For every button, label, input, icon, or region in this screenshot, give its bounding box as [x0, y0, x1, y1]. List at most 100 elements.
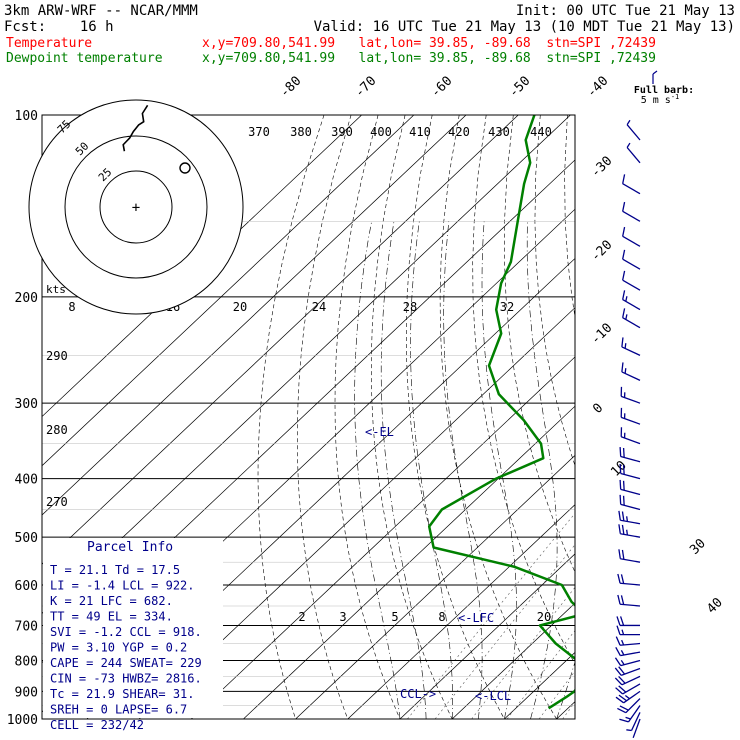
wind-barb-feather	[618, 666, 626, 675]
axis-tick-label: 28	[403, 300, 417, 314]
axis-tick-label: 24	[312, 300, 326, 314]
wind-barb-feather	[614, 667, 622, 676]
wind-barb-feather	[618, 524, 621, 534]
dewpoint-profile-line	[427, 115, 575, 710]
wind-barb	[621, 362, 641, 381]
legend-temperature-label: Temperature	[6, 36, 92, 51]
wind-barbs	[614, 119, 641, 739]
wind-barb-half-feather	[626, 142, 631, 148]
wind-barb-half-feather	[625, 314, 628, 320]
dry-adiabat-line	[472, 115, 575, 665]
storm-motion-marker	[179, 162, 191, 174]
wind-barb-feather	[618, 510, 621, 521]
axis-tick-label: 410	[409, 125, 431, 139]
axis-tick-label: 3	[339, 610, 346, 624]
wind-barb-half-feather	[624, 368, 627, 374]
wind-barb	[615, 690, 641, 704]
wind-barb-feather	[619, 479, 622, 490]
wind-barb-staff	[622, 235, 641, 247]
wind-barb	[615, 683, 641, 695]
wind-barb-feather	[620, 574, 625, 584]
pressure-label: 700	[15, 619, 38, 634]
dry-adiabat-line	[405, 115, 505, 719]
axis-tick-label: -40	[584, 74, 611, 101]
dry-adiabat-line	[564, 115, 575, 319]
isotherm-line	[399, 553, 575, 719]
wind-barb-staff	[622, 258, 641, 270]
wind-barb-feather	[622, 495, 625, 506]
wind-barb-half-feather	[626, 516, 629, 522]
dry-adiabat-line	[296, 115, 352, 719]
wind-barb-feather	[622, 174, 626, 184]
wind-barb	[622, 290, 641, 311]
wind-barb-half-feather	[624, 695, 630, 700]
wind-barb-feather	[615, 687, 624, 695]
wind-barb-feather	[614, 657, 622, 667]
axis-tick-label: 0	[590, 401, 606, 417]
hodograph-center-mark: +	[132, 200, 140, 216]
axis-tick-label: 20	[537, 610, 551, 624]
dry-adiabat-line	[504, 115, 575, 573]
parcel-info-panel: Parcel Info T = 21.1 Td = 17.5 LI = -1.4 …	[43, 538, 223, 732]
dry-adiabat-line	[593, 115, 740, 732]
hodograph-kts-label: kts	[46, 283, 66, 296]
axis-tick-label: 430	[488, 125, 510, 139]
wind-barb	[622, 226, 641, 247]
parcel-info-row: CAPE = 244 SWEAT= 229	[50, 656, 202, 670]
dry-adiabat-line	[534, 115, 575, 467]
pressure-label: 200	[15, 291, 38, 306]
moist-adiabat-line	[481, 221, 517, 719]
mixing-ratio-line	[471, 586, 575, 719]
dry-adiabat-line	[257, 115, 325, 719]
wind-barb-feather	[622, 464, 625, 475]
pressure-label: 800	[15, 654, 38, 669]
hodograph-ring-50	[64, 135, 208, 279]
axis-tick-label: 5	[391, 610, 398, 624]
wind-barb-half-feather	[625, 716, 631, 720]
wind-barb-feather	[622, 201, 626, 212]
isotherm-line	[451, 602, 575, 719]
wind-barb-staff	[626, 124, 641, 141]
barb-legend-units: Full barb:5 m s-1	[641, 93, 680, 106]
wind-barb	[620, 386, 641, 404]
pressure-label: 400	[15, 473, 38, 488]
wind-barb-feather	[622, 270, 626, 281]
wind-barb-feather	[621, 337, 624, 347]
isotherm-line	[42, 115, 467, 516]
parcel-info-row: LI = -1.4 LCL = 922.	[50, 579, 195, 593]
wind-barb-staff	[622, 183, 641, 195]
init-time: Init: 00 UTC Tue 21 May 13	[516, 3, 735, 19]
wind-barb	[616, 625, 640, 636]
pressure-label: 500	[15, 531, 38, 546]
isotherm-line	[138, 307, 575, 719]
wind-barb-feather	[620, 595, 625, 605]
isotherm-line	[243, 405, 575, 719]
wind-barb	[622, 201, 641, 222]
pressure-label: 900	[15, 685, 38, 700]
axis-tick-label: 390	[331, 125, 353, 139]
isotherm-line	[42, 115, 362, 418]
wind-barb	[616, 616, 640, 627]
wind-barb	[622, 270, 641, 291]
hodograph: 75 50 25 + kts	[28, 99, 244, 315]
isotherm-line	[190, 356, 575, 719]
axis-tick-label: 32	[500, 300, 514, 314]
legend-temperature-info: x,y=709.80,541.99 lat,lon= 39.85, -89.68…	[202, 36, 656, 51]
hodograph-ring-25	[99, 170, 173, 244]
axis-tick-label: -30	[588, 154, 615, 181]
axis-tick-label: -10	[588, 321, 615, 348]
wind-barb-feather	[617, 707, 627, 714]
wind-barb-half-feather	[621, 639, 625, 646]
wind-barb-feather	[615, 696, 625, 704]
dry-adiabat-line	[676, 115, 740, 732]
moist-adiabat-line	[556, 661, 575, 719]
isotherm-line	[347, 504, 575, 719]
isotherm-line	[609, 115, 740, 719]
moist-adiabat-line	[380, 221, 427, 719]
wind-barb-half-feather	[620, 659, 625, 666]
parcel-info-title: Parcel Info	[87, 540, 173, 555]
parcel-info-row: SVI = -1.2 CCL = 918.	[50, 625, 202, 639]
wind-barb-staff	[632, 718, 641, 739]
wind-barb	[626, 712, 641, 732]
